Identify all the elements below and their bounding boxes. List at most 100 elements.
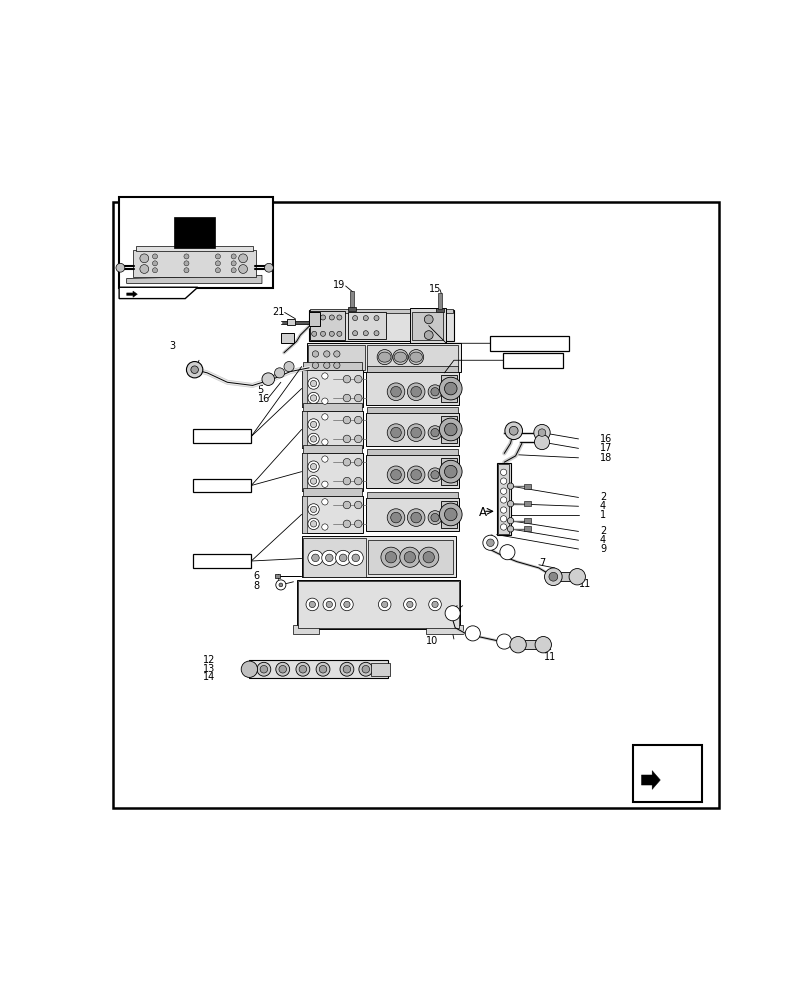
Circle shape bbox=[423, 552, 434, 563]
Circle shape bbox=[431, 601, 438, 608]
Circle shape bbox=[354, 477, 362, 485]
Text: 15: 15 bbox=[428, 284, 440, 294]
Text: 1.82.7/02: 1.82.7/02 bbox=[504, 338, 554, 348]
Circle shape bbox=[374, 331, 379, 336]
FancyBboxPatch shape bbox=[367, 449, 457, 455]
Circle shape bbox=[310, 395, 316, 401]
Text: 5: 5 bbox=[257, 385, 264, 395]
Circle shape bbox=[310, 421, 316, 428]
Polygon shape bbox=[119, 287, 198, 299]
Polygon shape bbox=[136, 246, 252, 251]
Circle shape bbox=[116, 263, 125, 272]
Circle shape bbox=[312, 362, 318, 368]
Circle shape bbox=[404, 552, 415, 563]
Circle shape bbox=[321, 398, 328, 404]
Circle shape bbox=[509, 637, 526, 653]
FancyBboxPatch shape bbox=[301, 536, 455, 577]
Circle shape bbox=[315, 662, 329, 676]
Circle shape bbox=[390, 427, 401, 438]
Circle shape bbox=[307, 392, 319, 404]
Text: 16: 16 bbox=[599, 434, 611, 444]
Circle shape bbox=[307, 433, 319, 445]
Text: 11: 11 bbox=[543, 652, 556, 662]
FancyBboxPatch shape bbox=[192, 429, 251, 443]
FancyBboxPatch shape bbox=[366, 372, 458, 405]
FancyBboxPatch shape bbox=[633, 745, 702, 802]
Circle shape bbox=[343, 665, 350, 673]
Circle shape bbox=[312, 351, 318, 357]
Polygon shape bbox=[133, 250, 255, 277]
Circle shape bbox=[444, 382, 457, 395]
FancyBboxPatch shape bbox=[119, 197, 273, 288]
FancyBboxPatch shape bbox=[301, 370, 363, 407]
Circle shape bbox=[311, 554, 319, 562]
Circle shape bbox=[343, 601, 350, 608]
Circle shape bbox=[410, 427, 421, 438]
Circle shape bbox=[310, 521, 316, 527]
Circle shape bbox=[284, 362, 294, 372]
Text: 21: 21 bbox=[272, 307, 285, 317]
Circle shape bbox=[444, 423, 457, 436]
Circle shape bbox=[321, 524, 328, 530]
FancyBboxPatch shape bbox=[412, 312, 442, 340]
Circle shape bbox=[343, 458, 350, 466]
FancyBboxPatch shape bbox=[371, 663, 389, 676]
Text: 14: 14 bbox=[204, 672, 216, 682]
Circle shape bbox=[418, 547, 438, 567]
FancyBboxPatch shape bbox=[350, 291, 354, 307]
Circle shape bbox=[410, 470, 421, 480]
Circle shape bbox=[406, 601, 413, 608]
Text: 13: 13 bbox=[204, 664, 216, 674]
Text: 7: 7 bbox=[539, 558, 545, 568]
FancyBboxPatch shape bbox=[368, 540, 453, 574]
FancyBboxPatch shape bbox=[502, 353, 562, 368]
Circle shape bbox=[500, 478, 506, 484]
FancyBboxPatch shape bbox=[348, 307, 355, 311]
Circle shape bbox=[569, 569, 585, 585]
Circle shape bbox=[439, 418, 461, 441]
Circle shape bbox=[215, 261, 220, 266]
Circle shape bbox=[390, 512, 401, 523]
Circle shape bbox=[152, 261, 157, 266]
Circle shape bbox=[500, 516, 506, 522]
Circle shape bbox=[320, 331, 325, 336]
FancyBboxPatch shape bbox=[367, 345, 457, 369]
Circle shape bbox=[298, 665, 307, 673]
Circle shape bbox=[387, 509, 405, 526]
Circle shape bbox=[231, 268, 236, 273]
Polygon shape bbox=[301, 453, 307, 491]
Circle shape bbox=[321, 481, 328, 487]
Circle shape bbox=[310, 506, 316, 513]
Circle shape bbox=[343, 375, 350, 383]
Circle shape bbox=[256, 662, 270, 676]
Circle shape bbox=[504, 422, 521, 440]
Circle shape bbox=[321, 439, 328, 445]
Circle shape bbox=[238, 265, 247, 273]
Circle shape bbox=[381, 601, 388, 608]
Text: A: A bbox=[478, 506, 487, 519]
FancyBboxPatch shape bbox=[309, 312, 320, 326]
Circle shape bbox=[184, 268, 189, 273]
Circle shape bbox=[321, 499, 328, 505]
FancyBboxPatch shape bbox=[287, 319, 294, 325]
Circle shape bbox=[363, 331, 368, 336]
Circle shape bbox=[215, 254, 220, 259]
Circle shape bbox=[339, 554, 346, 562]
Text: PAG. 1: PAG. 1 bbox=[206, 432, 237, 441]
FancyBboxPatch shape bbox=[554, 572, 577, 581]
Circle shape bbox=[191, 366, 198, 373]
Circle shape bbox=[533, 424, 550, 441]
Circle shape bbox=[500, 488, 506, 494]
Circle shape bbox=[387, 383, 405, 401]
Text: 7: 7 bbox=[444, 589, 449, 599]
Circle shape bbox=[326, 601, 332, 608]
Circle shape bbox=[427, 385, 441, 399]
Text: 18: 18 bbox=[599, 453, 611, 463]
FancyBboxPatch shape bbox=[524, 518, 530, 523]
FancyBboxPatch shape bbox=[441, 375, 457, 402]
Text: 4: 4 bbox=[599, 535, 605, 545]
Text: 6: 6 bbox=[254, 571, 260, 581]
Circle shape bbox=[427, 511, 441, 525]
Circle shape bbox=[534, 435, 549, 450]
Ellipse shape bbox=[393, 352, 406, 362]
